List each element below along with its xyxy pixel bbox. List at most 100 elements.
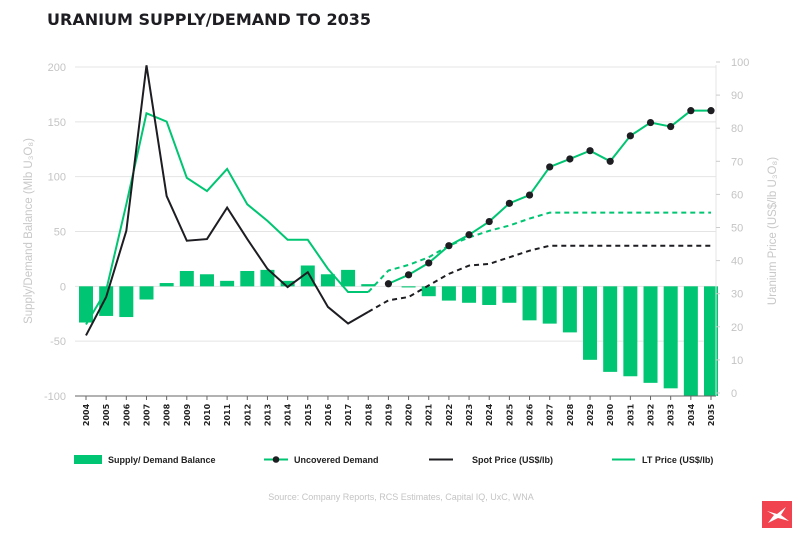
legend-label-lt: LT Price (US$/lb) (642, 455, 713, 465)
bar-2010 (199, 274, 214, 287)
x-tick-label: 2025 (505, 403, 514, 426)
x-tick-label: 2029 (586, 403, 595, 426)
x-tick-label: 2016 (324, 403, 333, 426)
legend-label-uncovered: Uncovered Demand (294, 455, 379, 465)
x-tick-label: 2013 (263, 404, 272, 426)
right-tick-label: 40 (731, 256, 743, 268)
uncovered-demand-line (388, 109, 711, 285)
spot-price-line-actual (85, 65, 369, 336)
x-tick-label: 2004 (82, 403, 91, 426)
bar-2031 (623, 286, 638, 377)
x-tick-label: 2023 (465, 404, 474, 426)
x-tick-label: 2021 (425, 403, 434, 426)
x-tick-label: 2005 (102, 403, 111, 426)
bar-2024 (482, 286, 497, 305)
right-tick-label: 10 (731, 355, 743, 367)
uncovered-demand-point-2028 (566, 155, 574, 163)
bar-2035 (704, 286, 718, 396)
x-tick-label: 2031 (626, 403, 635, 426)
uncovered-demand-point-2031 (626, 132, 634, 140)
x-tick-label: 2027 (546, 404, 555, 426)
left-tick-label: 100 (48, 172, 66, 184)
x-tick-label: 2011 (223, 403, 232, 426)
x-tick-label: 2012 (243, 404, 252, 426)
bar-2029 (583, 286, 598, 360)
bar-2006 (119, 286, 134, 318)
bar-2011 (220, 280, 235, 287)
uncovered-demand-point-2022 (445, 242, 453, 250)
x-tick-label: 2008 (163, 403, 172, 426)
chart-title: URANIUM SUPPLY/DEMAND TO 2035 (47, 10, 371, 29)
bar-2005 (99, 286, 114, 316)
source-note: Source: Company Reports, RCS Estimates, … (268, 492, 534, 502)
uncovered-demand-point-2020 (404, 271, 413, 279)
bar-2012 (240, 270, 255, 287)
bar-2007 (139, 286, 154, 300)
bar-2008 (159, 283, 174, 287)
axes: -100-50050100150200010203040506070809010… (44, 57, 749, 426)
right-tick-label: 100 (731, 57, 749, 69)
left-tick-label: 50 (54, 227, 66, 239)
uncovered-demand-point-2025 (505, 199, 513, 207)
legend-label-spot: Spot Price (US$/lb) (472, 455, 553, 465)
right-tick-label: 30 (731, 289, 743, 301)
uncovered-demand-point-2019 (384, 280, 393, 288)
bar-2033 (663, 286, 678, 389)
x-tick-label: 2018 (364, 403, 373, 426)
bar-2021 (421, 286, 436, 297)
lines (85, 65, 715, 336)
bar-2013 (260, 269, 275, 287)
uncovered-demand-point-2032 (646, 118, 655, 127)
legend: Supply/ Demand Balance Uncovered Demand … (74, 455, 713, 465)
bar-2017 (341, 269, 356, 287)
bar-2023 (462, 286, 477, 303)
right-axis-label: Uranium Price (US$/lb U₃O₈) (767, 157, 779, 305)
x-tick-label: 2020 (405, 403, 414, 426)
legend-swatch-balance (74, 455, 102, 464)
bar-2016 (320, 274, 335, 287)
uncovered-demand-point-2030 (606, 157, 614, 165)
left-tick-label: 150 (48, 117, 66, 129)
lt-price-line-forecast (367, 211, 711, 293)
x-tick-label: 2033 (667, 404, 676, 426)
uncovered-demand-point-2027 (546, 163, 554, 171)
left-tick-label: -100 (44, 391, 66, 403)
bar-2034 (683, 286, 698, 396)
x-tick-label: 2006 (122, 403, 131, 426)
x-tick-label: 2019 (384, 403, 393, 426)
uncovered-demand-point-2024 (485, 217, 493, 226)
bar-2025 (502, 286, 517, 303)
x-tick-label: 2026 (526, 403, 535, 426)
x-tick-label: 2017 (344, 404, 353, 426)
uncovered-demand-point-2021 (425, 259, 433, 267)
x-tick-label: 2028 (566, 403, 575, 426)
x-tick-label: 2010 (203, 403, 212, 426)
right-tick-label: 80 (731, 123, 743, 135)
x-tick-label: 2024 (485, 403, 494, 426)
right-tick-label: 90 (731, 90, 743, 102)
bar-2032 (643, 286, 658, 383)
bar-2018 (361, 284, 376, 287)
left-axis-label: Supply/Demand Balance (Mlb U₃O₈) (23, 138, 35, 324)
uncovered-demand-point-2029 (586, 147, 594, 155)
uncovered-demand-point-2023 (465, 231, 473, 239)
x-tick-label: 2034 (687, 403, 696, 426)
bars (79, 265, 718, 396)
right-tick-label: 70 (731, 156, 743, 168)
x-tick-label: 2035 (707, 403, 716, 426)
legend-label-balance: Supply/ Demand Balance (108, 455, 216, 465)
x-tick-label: 2007 (142, 404, 151, 426)
spot-price-line-forecast (367, 244, 711, 313)
logo-x-icon (767, 507, 789, 523)
logo (762, 501, 792, 528)
bar-2014 (280, 280, 295, 287)
uncovered-demand-point-2034 (687, 107, 695, 115)
x-tick-label: 2022 (445, 404, 454, 426)
bar-2030 (603, 286, 618, 372)
right-tick-label: 0 (731, 388, 737, 400)
bar-2004 (79, 286, 93, 323)
bar-2028 (562, 286, 577, 333)
x-tick-label: 2014 (284, 403, 293, 426)
right-tick-label: 20 (731, 322, 743, 334)
